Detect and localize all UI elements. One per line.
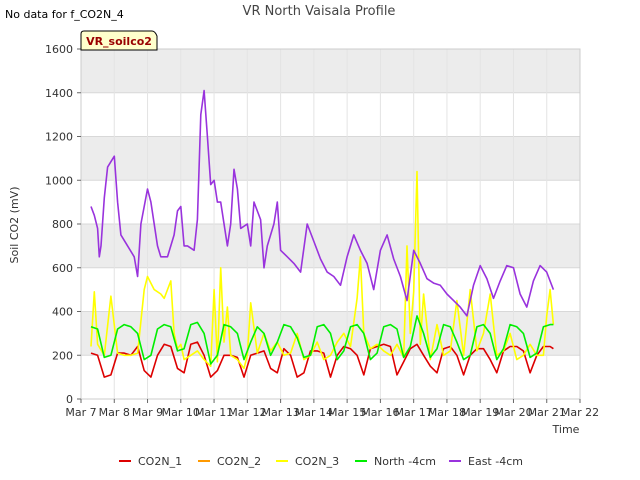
legend-item: CO2N_1: [119, 455, 182, 468]
x-tick-label: Mar 20: [494, 406, 532, 419]
y-tick-label: 600: [52, 262, 73, 275]
y-tick-label: 800: [52, 218, 73, 231]
badge-box: [80, 30, 158, 51]
no-data-note: No data for f_CO2N_4: [5, 8, 124, 21]
y-tick-label: 0: [66, 393, 73, 406]
x-tick-label: Mar 18: [428, 406, 466, 419]
x-tick-label: Mar 22: [561, 406, 599, 419]
x-tick-label: Mar 13: [261, 406, 299, 419]
legend-label: CO2N_1: [138, 455, 182, 468]
x-tick-label: Mar 19: [461, 406, 499, 419]
plot-band: [81, 49, 580, 93]
x-tick-label: Mar 10: [162, 406, 200, 419]
plot-band: [81, 136, 580, 181]
x-tick-label: Mar 15: [328, 406, 366, 419]
y-tick-label: 1400: [45, 87, 73, 100]
legend-item: CO2N_3: [276, 455, 339, 468]
y-tick-label: 1600: [45, 43, 73, 56]
x-tick-label: Mar 7: [65, 406, 96, 419]
legend-label: CO2N_2: [217, 455, 261, 468]
series-line-east-4cm: [90, 89, 555, 317]
chart-title: VR North Vaisala Profile: [243, 4, 396, 19]
y-tick-label: 200: [52, 349, 73, 362]
y-tick-label: 1200: [45, 131, 73, 144]
legend-label: CO2N_3: [295, 455, 339, 468]
badge: VR_soilco2: [80, 30, 158, 51]
series-line-co2n-3: [90, 170, 555, 370]
x-tick-label: Mar 17: [395, 406, 433, 419]
y-tick-label: 1000: [45, 174, 73, 187]
x-tick-label: Mar 14: [295, 406, 333, 419]
legend: CO2N_1 CO2N_2 CO2N_3 North -4cm East -4cm: [119, 455, 523, 468]
legend-label: East -4cm: [468, 455, 523, 468]
x-tick-label: Mar 16: [361, 406, 399, 419]
x-tick-label: Mar 12: [228, 406, 266, 419]
x-tick-label: Mar 8: [99, 406, 130, 419]
legend-item: East -4cm: [449, 455, 523, 468]
badge-label: VR_soilco2: [86, 35, 152, 48]
legend-item: North -4cm: [355, 455, 436, 468]
series-line-north-4cm: [90, 315, 554, 365]
y-axis-label: Soil CO2 (mV): [8, 187, 21, 264]
x-axis-label: Time: [552, 423, 580, 436]
legend-item: CO2N_2: [198, 455, 261, 468]
x-tick-label: Mar 21: [528, 406, 566, 419]
series-line-co2n-1: [90, 341, 554, 378]
legend-label: North -4cm: [374, 455, 436, 468]
x-tick-label: Mar 11: [195, 406, 233, 419]
series-layer: [90, 89, 555, 378]
x-tick-label: Mar 9: [132, 406, 163, 419]
y-tick-label: 400: [52, 306, 73, 319]
plot-band: [81, 224, 580, 268]
